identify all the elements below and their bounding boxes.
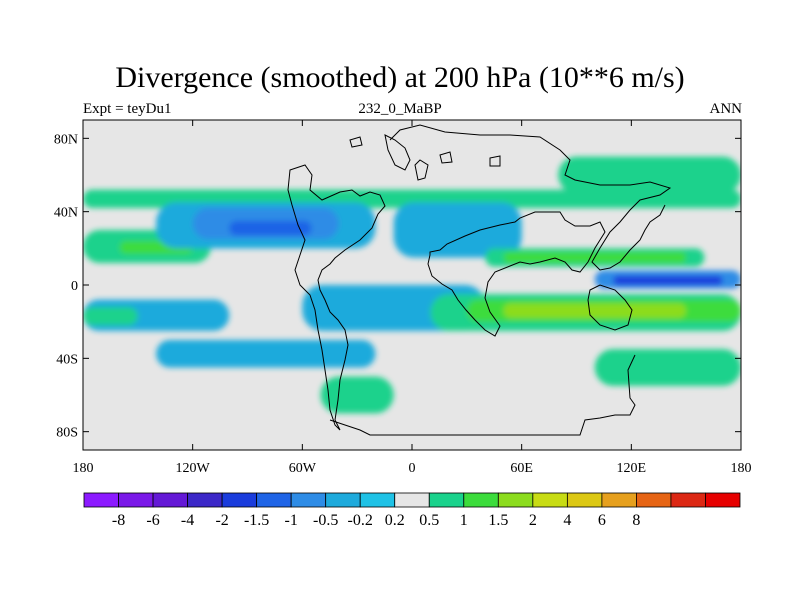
colorbar-label: -6 — [146, 512, 159, 529]
period-label: 232_0_MaBP — [358, 101, 442, 117]
x-tick-label: 120E — [617, 461, 647, 476]
colorbar-swatch — [83, 492, 119, 508]
divergence-field — [83, 156, 741, 414]
season-label: ANN — [709, 101, 743, 117]
colorbar-label: 0.5 — [419, 512, 439, 529]
y-tick-label: 0 — [71, 279, 78, 294]
experiment-label: Expt = teyDu1 — [83, 101, 172, 117]
colorbar-label: 8 — [632, 512, 640, 529]
field-region-20 — [320, 376, 394, 414]
colorbar-swatch — [601, 492, 637, 508]
colorbar-swatch — [221, 492, 258, 508]
coastline-arctic-islands — [349, 136, 501, 167]
field-region-9 — [83, 307, 138, 326]
field-region-21 — [558, 156, 741, 194]
colorbar-swatch — [670, 492, 706, 508]
field-region-10 — [393, 202, 522, 258]
colorbar-swatch — [428, 492, 465, 508]
x-tick-label: 60W — [289, 461, 317, 476]
colorbar-swatch — [152, 492, 188, 508]
y-tick-label: 80N — [54, 132, 78, 147]
colorbar-label: 2 — [529, 512, 537, 529]
colorbar-label: -8 — [112, 512, 125, 529]
coastlines — [287, 124, 672, 436]
coastline-americas — [287, 164, 386, 431]
colorbar: -8 -6 -4 -2 -1.5 -1 -0.5 -0.2 0.2 0.5 1 1.5 2 4 6 8 — [83, 492, 741, 529]
coastline-australia — [587, 284, 633, 331]
colorbar-label: 4 — [563, 512, 571, 529]
y-tick-label: 40S — [56, 352, 78, 367]
colorbar-label: 6 — [598, 512, 606, 529]
coastline-asia — [389, 124, 672, 271]
field-region-6 — [229, 220, 312, 236]
field-region-18 — [156, 340, 376, 368]
coastline-antarctica — [329, 354, 636, 436]
colorbar-swatch — [532, 492, 568, 508]
x-tick-label: 0 — [409, 461, 416, 476]
colorbar-swatch — [463, 492, 499, 508]
y-tick-label: 40N — [54, 206, 78, 221]
colorbar-label: 1 — [460, 512, 468, 529]
colorbar-label: -4 — [181, 512, 194, 529]
colorbar-swatch — [187, 492, 223, 508]
colorbar-label: -1 — [284, 512, 297, 529]
y-tick-label: 80S — [56, 426, 78, 441]
colorbar-swatch — [359, 492, 396, 508]
colorbar-label: 0.2 — [385, 512, 405, 529]
coastline-greenland — [384, 134, 411, 171]
x-tick-label: 60E — [510, 461, 533, 476]
coastline-africa-europe — [427, 211, 606, 337]
colorbar-swatch — [394, 492, 430, 508]
colorbar-swatch — [566, 492, 603, 508]
x-tick-label: 180 — [731, 461, 752, 476]
field-region-17 — [613, 275, 723, 285]
x-tick-label: 120W — [176, 461, 211, 476]
coastline-uk — [414, 159, 429, 181]
colorbar-label: 1.5 — [488, 512, 508, 529]
colorbar-label: -2 — [215, 512, 228, 529]
colorbar-swatch — [636, 492, 672, 508]
colorbar-swatch — [325, 492, 361, 508]
colorbar-swatch — [497, 492, 534, 508]
x-tick-label: 180 — [73, 461, 94, 476]
plot-title: Divergence (smoothed) at 200 hPa (10**6 … — [115, 61, 685, 94]
field-region-13 — [503, 303, 687, 318]
colorbar-label: -0.5 — [313, 512, 338, 529]
colorbar-swatch — [290, 492, 327, 508]
colorbar-swatch — [256, 492, 292, 508]
colorbar-swatch — [118, 492, 154, 508]
axis-ticks: 180 120W 60W 0 60E 120E 180 80N 40N 0 40S 80S — [54, 120, 752, 476]
colorbar-label: -1.5 — [244, 512, 269, 529]
colorbar-label: -0.2 — [348, 512, 373, 529]
colorbar-swatch — [705, 492, 741, 508]
field-region-19 — [594, 349, 741, 386]
